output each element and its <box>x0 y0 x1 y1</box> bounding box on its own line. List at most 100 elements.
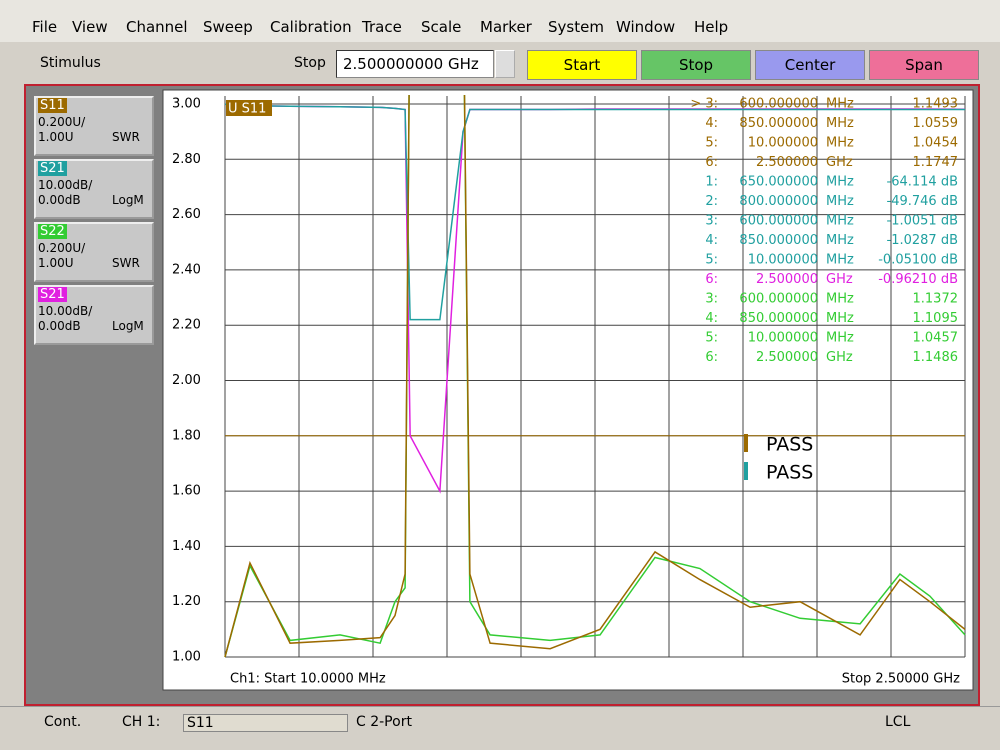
marker-id: > 3: <box>690 97 718 112</box>
menu-item[interactable]: Sweep <box>203 18 253 36</box>
status-item: C 2-Port <box>356 714 412 730</box>
marker-freq: 850.000000 <box>739 311 818 326</box>
pass-label: PASS <box>766 462 813 484</box>
status-item: Cont. <box>44 714 82 730</box>
menu-bar <box>0 0 1000 42</box>
stop-label: Stop 2.50000 GHz <box>842 672 960 687</box>
marker-value: -49.746 dB <box>887 194 958 209</box>
pass-flag <box>744 434 748 452</box>
marker-id: 2: <box>705 194 718 209</box>
channel-format: SWR <box>112 130 140 144</box>
menu-item[interactable]: Calibration <box>270 18 352 36</box>
marker-unit: MHz <box>826 194 854 209</box>
marker-value: -1.0287 dB <box>887 233 958 248</box>
y-tick-label: 1.80 <box>172 428 201 443</box>
marker-freq: 2.500000 <box>756 272 818 287</box>
marker-value: -0.96210 dB <box>878 272 958 287</box>
y-tick-label: 1.20 <box>172 594 201 609</box>
marker-id: 6: <box>705 350 718 365</box>
marker-freq: 10.000000 <box>748 331 818 346</box>
marker-unit: MHz <box>826 214 854 229</box>
marker-unit: GHz <box>826 155 853 170</box>
menu-item[interactable]: File <box>32 18 58 36</box>
marker-unit: GHz <box>826 350 853 365</box>
trace-label-bg <box>226 100 272 116</box>
channel-scale: 0.200U/ <box>38 241 86 255</box>
menu-item[interactable]: View <box>72 18 108 36</box>
marker-freq: 600.000000 <box>739 292 818 307</box>
marker-unit: MHz <box>826 116 854 131</box>
marker-id: 1: <box>705 175 718 190</box>
marker-id: 3: <box>705 292 718 307</box>
channel-scale: 0.200U/ <box>38 115 86 129</box>
channel-ref: 1.00U <box>38 256 74 270</box>
pass-label: PASS <box>766 434 813 456</box>
marker-unit: MHz <box>826 233 854 248</box>
menu-item[interactable]: Scale <box>421 18 462 36</box>
toolbar-label: Stimulus <box>40 55 101 71</box>
traces <box>224 95 966 658</box>
spin-button[interactable] <box>495 50 515 78</box>
menu-item[interactable]: Window <box>616 18 676 36</box>
marker-freq: 2.500000 <box>756 350 818 365</box>
y-tick-label: 3.00 <box>172 97 201 112</box>
field-label: Stop <box>294 55 326 71</box>
marker-id: 4: <box>705 233 718 248</box>
marker-value: 1.1493 <box>913 97 959 112</box>
channel-scale: 10.00dB/ <box>38 304 93 318</box>
marker-value: 1.1095 <box>913 311 959 326</box>
menu-item[interactable]: Channel <box>126 18 188 36</box>
marker-freq: 600.000000 <box>739 214 818 229</box>
y-tick-label: 2.60 <box>172 207 201 222</box>
marker-value: 1.1372 <box>913 292 959 307</box>
menu-item[interactable]: Trace <box>362 18 402 36</box>
menu-item[interactable]: Marker <box>480 18 532 36</box>
menu-item[interactable]: Help <box>694 18 729 36</box>
stop-input[interactable]: 2.500000000 GHz <box>336 50 494 78</box>
y-tick-label: 1.40 <box>172 539 201 554</box>
marker-id: 5: <box>705 136 718 151</box>
channel-format: LogM <box>112 319 144 333</box>
marker-value: -64.114 dB <box>887 175 958 190</box>
status-item: S11 <box>183 714 348 732</box>
marker-freq: 10.000000 <box>748 136 818 151</box>
y-tick-label: 2.80 <box>172 152 201 167</box>
toolbar-button[interactable]: Center <box>755 50 865 80</box>
marker-unit: MHz <box>826 311 854 326</box>
pass-flag <box>744 462 748 480</box>
marker-unit: MHz <box>826 253 854 268</box>
marker-value: -1.0051 dB <box>887 214 958 229</box>
channel-scale: 10.00dB/ <box>38 178 93 192</box>
trace-label: U S11 <box>228 102 266 117</box>
status-bar <box>0 706 1000 743</box>
toolbar-button[interactable]: Stop <box>641 50 751 80</box>
status-item: LCL <box>885 714 911 730</box>
marker-unit: MHz <box>826 175 854 190</box>
marker-id: 4: <box>705 116 718 131</box>
channel-format: SWR <box>112 256 140 270</box>
channel-name: S21 <box>38 287 67 302</box>
marker-unit: MHz <box>826 331 854 346</box>
channel-ref: 0.00dB <box>38 319 81 333</box>
marker-id: 3: <box>705 214 718 229</box>
menu-item[interactable]: System <box>548 18 604 36</box>
marker-freq: 2.500000 <box>756 155 818 170</box>
channel-format: LogM <box>112 193 144 207</box>
channel-name: S11 <box>38 98 67 113</box>
y-tick-label: 2.20 <box>172 318 201 333</box>
marker-freq: 850.000000 <box>739 233 818 248</box>
marker-id: 5: <box>705 331 718 346</box>
y-tick-label: 2.00 <box>172 373 201 388</box>
plot: 1.00 1.20 1.40 1.60 1.80 2.00 2.20 2.40 2.60 2.80… <box>162 89 974 691</box>
toolbar-button[interactable]: Start <box>527 50 637 80</box>
plot-bg <box>162 89 974 691</box>
toolbar-button[interactable]: Span <box>869 50 979 80</box>
marker-id: 6: <box>705 272 718 287</box>
marker-freq: 850.000000 <box>739 116 818 131</box>
y-tick-label: 1.60 <box>172 484 201 499</box>
marker-freq: 600.000000 <box>739 97 818 112</box>
y-tick-label: 1.00 <box>172 650 201 665</box>
marker-value: 1.1486 <box>913 350 959 365</box>
marker-freq: 10.000000 <box>748 253 818 268</box>
